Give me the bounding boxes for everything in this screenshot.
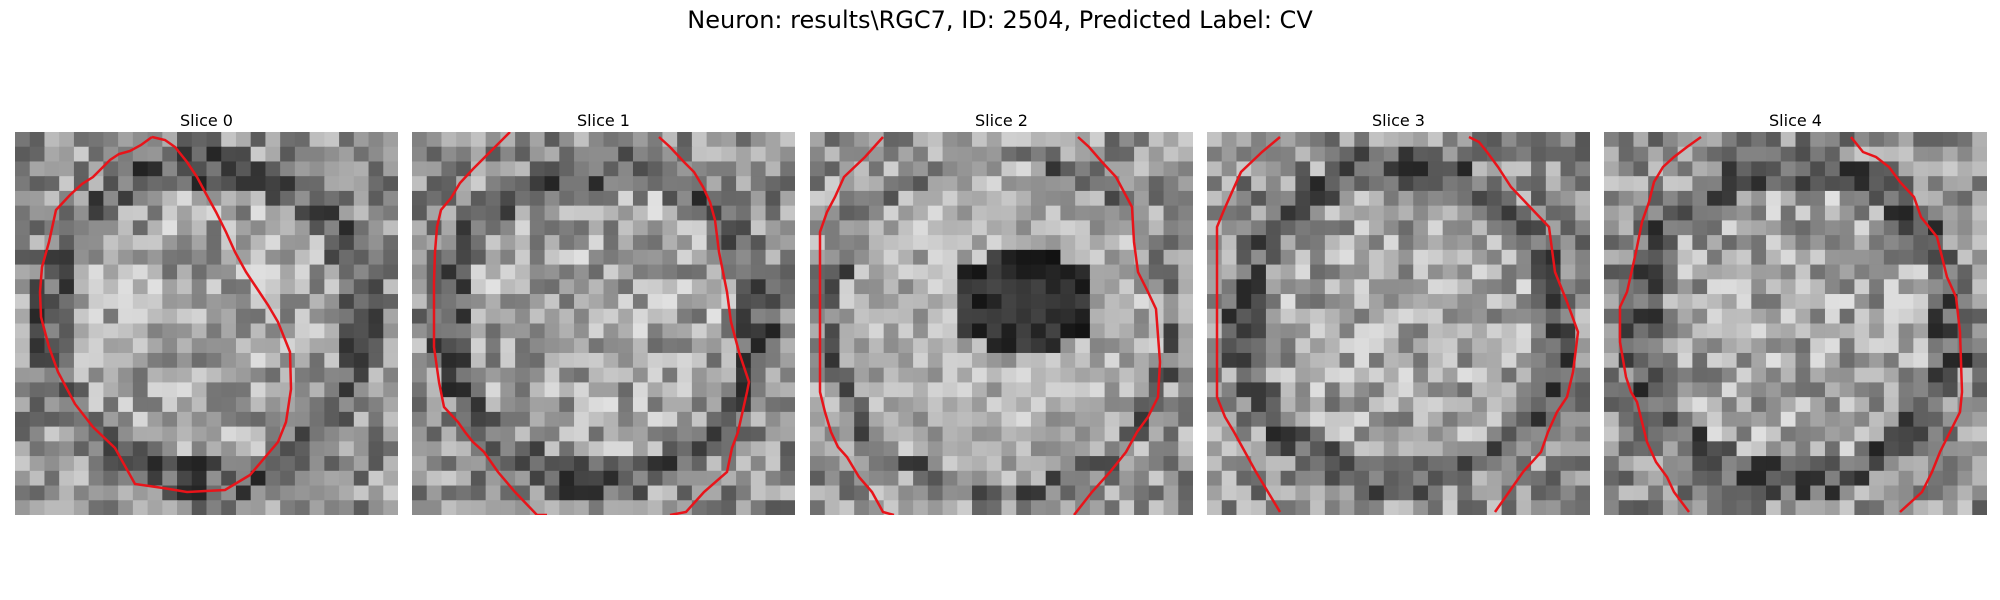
figure-title: Neuron: results\RGC7, ID: 2504, Predicte… — [687, 6, 1313, 34]
slice-title-4: Slice 4 — [1769, 111, 1822, 130]
slice-panel-1: Slice 1 — [412, 110, 795, 515]
slice-title-2: Slice 2 — [975, 111, 1028, 130]
slice-image-0 — [15, 132, 398, 515]
segmentation-contour-right — [1468, 135, 1580, 513]
slice-image-1 — [412, 132, 795, 515]
segmentation-contour-left — [1215, 136, 1282, 513]
segmentation-contour — [38, 135, 293, 494]
segmentation-contour-right — [658, 136, 751, 515]
slice-image-2 — [810, 132, 1193, 515]
segmentation-contour-right — [1073, 136, 1162, 515]
segmentation-contour-left — [1618, 135, 1702, 513]
slice-panel-2: Slice 2 — [810, 110, 1193, 515]
slice-title-0: Slice 0 — [180, 111, 233, 130]
slice-panel-0: Slice 0 — [15, 110, 398, 515]
slice-title-3: Slice 3 — [1372, 111, 1425, 130]
slice-title-1: Slice 1 — [577, 111, 630, 130]
segmentation-contour-right — [1850, 136, 1964, 513]
slice-panel-4: Slice 4 — [1604, 110, 1987, 515]
segmentation-contour-left — [818, 136, 895, 515]
segmentation-contour-left — [432, 132, 547, 515]
slice-image-3 — [1207, 132, 1590, 515]
slice-image-4 — [1604, 132, 1987, 515]
slice-panel-3: Slice 3 — [1207, 110, 1590, 515]
